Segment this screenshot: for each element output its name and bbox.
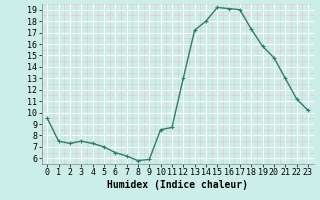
X-axis label: Humidex (Indice chaleur): Humidex (Indice chaleur) [107, 180, 248, 190]
